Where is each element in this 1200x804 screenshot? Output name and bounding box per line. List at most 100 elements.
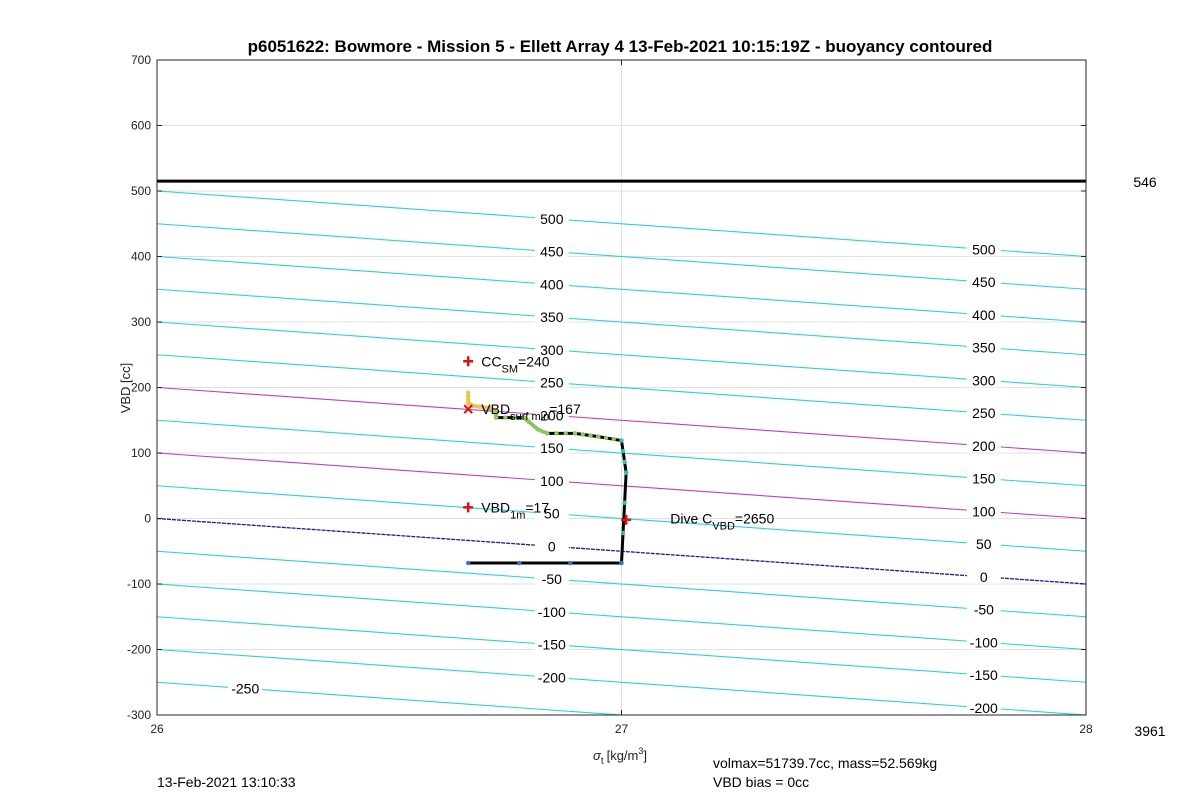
contour-label: -50 <box>542 571 562 587</box>
x-axis-label: σt [kg/m3] <box>593 746 647 767</box>
cc-sm-annotation: CCSM=240 <box>481 353 549 375</box>
contour-label: 200 <box>540 407 564 423</box>
contour-line <box>157 419 1086 487</box>
contour-label: 150 <box>972 471 996 487</box>
profile-point <box>620 530 626 536</box>
profile-point <box>620 449 626 454</box>
contour-label: -200 <box>970 700 998 716</box>
profile-point <box>466 397 471 402</box>
contour-label: 500 <box>972 241 996 257</box>
contour-line <box>157 648 1086 715</box>
contour-label: 100 <box>972 503 996 519</box>
contour-label-bg <box>534 603 569 619</box>
contour-line-magenta <box>157 452 1086 520</box>
profile-point <box>466 390 471 395</box>
contour-label: 400 <box>540 276 564 292</box>
contour-label-bg <box>534 440 569 456</box>
contour-label: -100 <box>538 604 566 620</box>
dive-cvbd-marker <box>621 514 632 525</box>
contour-line <box>157 583 1086 651</box>
profile-point <box>512 415 517 420</box>
profile-point <box>603 435 609 441</box>
contour-label-bg <box>534 276 569 292</box>
contour-label: 450 <box>540 244 564 260</box>
contour-line <box>157 550 1086 618</box>
contour-label: 300 <box>972 372 996 388</box>
contour-label-bg <box>966 601 1001 617</box>
y-tick-label: 300 <box>131 315 151 329</box>
profile-point <box>619 438 624 443</box>
x-tick-label: 28 <box>1079 722 1093 736</box>
contour-line <box>157 255 1086 323</box>
profile-point <box>503 415 508 420</box>
contour-line <box>157 485 1086 552</box>
profile-point <box>588 433 593 438</box>
contour-label-bg <box>534 309 569 325</box>
contour-label: 150 <box>540 440 564 456</box>
contour-label: 50 <box>976 536 992 552</box>
contour-label-bg <box>966 634 1001 650</box>
vbd-1m-marker <box>463 502 474 513</box>
contour-label: -300 <box>222 713 250 729</box>
profile-point <box>611 437 616 442</box>
dive-cvbd-annotation: Dive CVBD=2650 <box>670 511 774 533</box>
contour-label-bg <box>534 538 569 554</box>
vbd-1m-annotation: VBD1m=17 <box>481 499 549 521</box>
profile-point <box>580 432 585 437</box>
contour-line <box>157 616 1086 683</box>
contour-label: 50 <box>544 506 560 522</box>
y-axis-label: VBD [cc] <box>118 363 133 414</box>
contour-label-bg <box>966 306 1001 322</box>
profile-point <box>544 431 550 436</box>
contour-line <box>157 681 630 715</box>
chart-title: p6051622: Bowmore - Mission 5 - Ellett A… <box>248 37 993 56</box>
contour-label-bg <box>534 243 569 259</box>
footer-bias: VBD bias = 0cc <box>713 774 809 790</box>
contour-label-bg <box>218 712 253 715</box>
y-tick-label: -200 <box>127 643 151 657</box>
contour-label: 450 <box>972 274 996 290</box>
contour-label-bg <box>966 667 1001 683</box>
vbd-surf-min-annotation: VBDsurf min=167 <box>481 401 581 423</box>
contour-label-bg <box>534 669 569 685</box>
contour-label-bg <box>534 341 569 357</box>
contour-label: 200 <box>972 438 996 454</box>
profile-point <box>623 470 629 475</box>
profile-point <box>568 560 573 566</box>
y-tick-label: -300 <box>127 708 151 722</box>
profile-point <box>619 560 624 566</box>
contour-label: -100 <box>970 634 998 650</box>
profile-point <box>622 459 627 465</box>
footer-volmax: volmax=51739.7cc, mass=52.569kg <box>713 755 937 771</box>
contour-label: 350 <box>540 309 564 325</box>
contour-label-bg <box>966 470 1001 486</box>
contour-label-bg <box>534 505 569 521</box>
x-tick-label: 26 <box>150 722 164 736</box>
contour-label-bg <box>534 571 569 587</box>
profile-point <box>517 560 522 566</box>
contour-line <box>157 321 1086 389</box>
contour-label: -150 <box>970 667 998 683</box>
profile-point <box>466 394 471 399</box>
right-bottom-label: 3961 <box>1134 723 1165 739</box>
profile-point <box>554 431 559 436</box>
vbd-limit-label: 546 <box>1133 174 1157 190</box>
y-tick-label: 400 <box>131 250 151 264</box>
y-tick-label: 0 <box>144 512 151 526</box>
contour-line-magenta <box>157 386 1086 454</box>
vbd-surf-min-marker <box>463 404 473 414</box>
contour-label: 400 <box>972 307 996 323</box>
contour-label-bg <box>966 372 1001 388</box>
contour-label: 250 <box>972 405 996 421</box>
plot-area: 500450400350300250200150100500-50-100-15… <box>157 60 1086 729</box>
contour-label-bg <box>228 680 263 696</box>
contour-label: 350 <box>972 340 996 356</box>
profile-point <box>529 421 534 427</box>
footer-timestamp: 13-Feb-2021 13:10:33 <box>157 774 296 790</box>
y-tick-label: -100 <box>127 577 151 591</box>
profile-point <box>532 424 537 429</box>
contour-label: 300 <box>540 342 564 358</box>
contour-label-bg <box>534 374 569 390</box>
